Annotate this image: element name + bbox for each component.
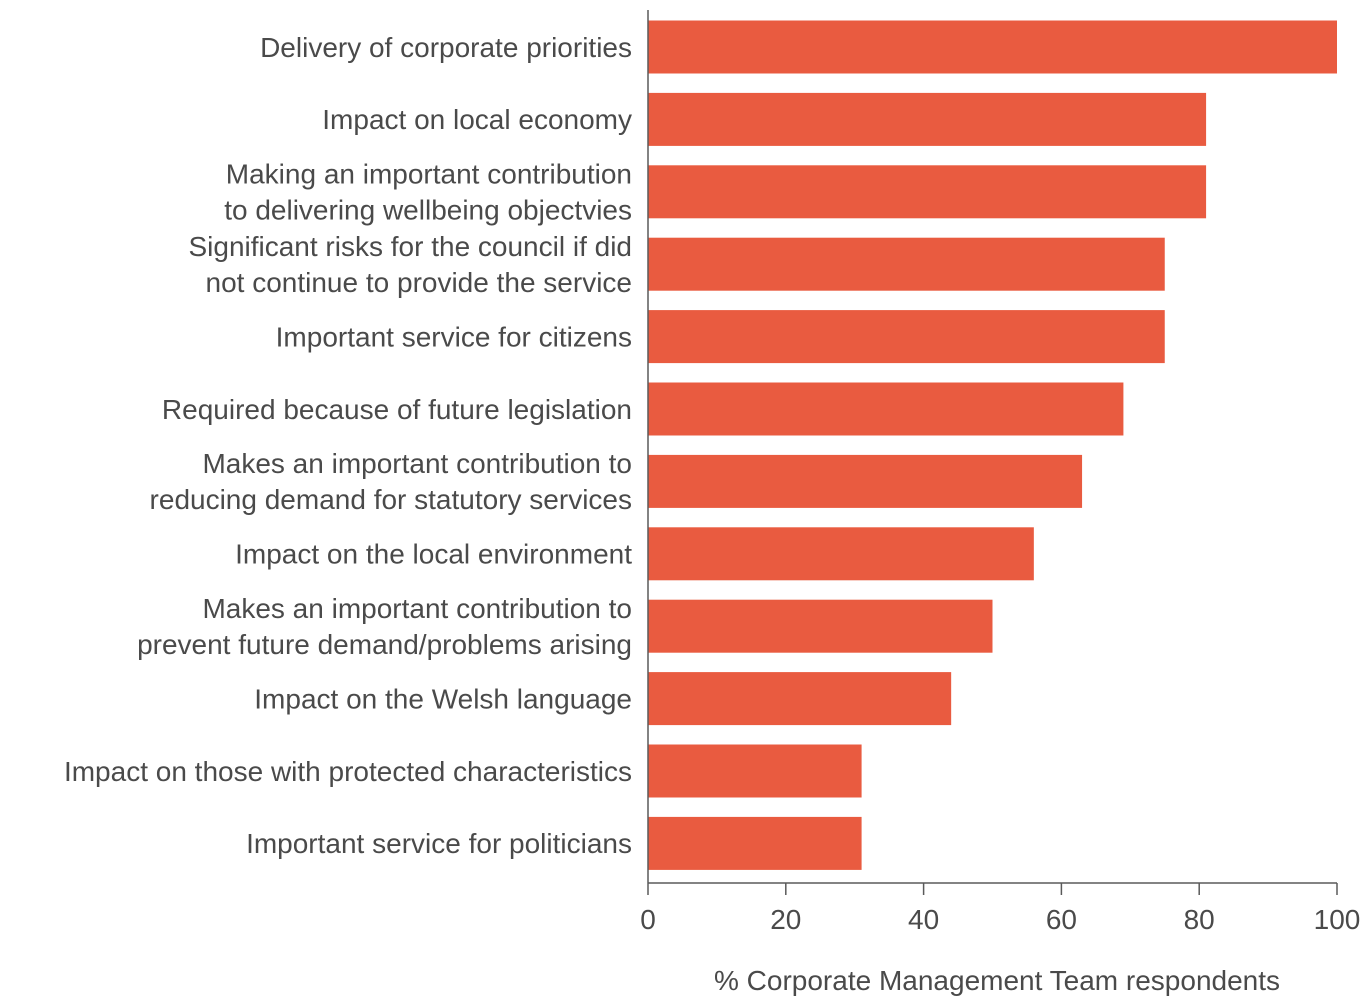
category-label: Making an important contribution to deliv… [224,159,632,226]
category-label: Makes an important contribution to preven… [137,593,632,660]
category-label: Impact on those with protected character… [64,756,632,787]
category-label-line: Impact on local economy [322,104,632,135]
category-label-line: to delivering wellbeing objectvies [224,195,632,226]
category-label-line: Delivery of corporate priorities [260,32,632,63]
category-label-line: Required because of future legislation [162,394,632,425]
bar [648,165,1207,219]
category-label-line: reducing demand for statutory services [150,484,632,515]
bar [648,310,1165,364]
category-label-line: Impact on the local environment [235,539,632,570]
bar [648,20,1337,74]
category-label-line: Makes an important contribution to [202,448,632,479]
bar [648,237,1165,291]
x-axis: 0 20 40 60 80 100 [640,10,1360,935]
category-label-line: Important service for politicians [246,828,632,859]
bars-layer [648,20,1337,870]
category-label-line: Makes an important contribution to [202,593,632,624]
x-tick-label: 0 [640,904,656,935]
bar [648,744,862,798]
bar [648,672,952,726]
category-label-line: prevent future demand/problems arising [137,629,632,660]
category-label: Impact on local economy [322,104,632,135]
category-label-line: Significant risks for the council if did [188,231,632,262]
bar [648,599,993,653]
category-labels: Delivery of corporate priorities Impact o… [64,32,632,859]
category-label: Impact on the local environment [235,539,632,570]
x-axis-title: % Corporate Management Team respondents [714,965,1280,996]
category-label: Delivery of corporate priorities [260,32,632,63]
x-tick-label: 100 [1314,904,1361,935]
bar [648,816,862,870]
bar [648,527,1034,581]
category-label: Makes an important contribution to reduci… [150,448,632,515]
bar [648,92,1207,146]
category-label-line: not continue to provide the service [206,267,632,298]
category-label-line: Impact on those with protected character… [64,756,632,787]
bar [648,454,1083,508]
category-label: Required because of future legislation [162,394,632,425]
category-label: Impact on the Welsh language [254,683,632,714]
category-label: Important service for politicians [246,828,632,859]
x-tick-label: 60 [1046,904,1077,935]
x-tick-label: 80 [1184,904,1215,935]
category-label: Significant risks for the council if did… [188,231,632,298]
category-label-line: Impact on the Welsh language [254,683,632,714]
bar [648,382,1124,436]
x-tick-label: 20 [770,904,801,935]
x-tick-label: 40 [908,904,939,935]
category-label-line: Making an important contribution [226,159,632,190]
category-label: Important service for citizens [276,321,632,352]
category-label-line: Important service for citizens [276,321,632,352]
